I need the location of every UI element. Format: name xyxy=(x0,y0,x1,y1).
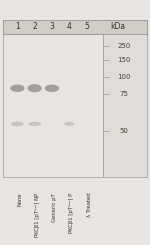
FancyBboxPatch shape xyxy=(3,20,147,34)
Ellipse shape xyxy=(11,122,24,126)
Text: PKCβ1 [pT⁶⁴²] NP: PKCβ1 [pT⁶⁴²] NP xyxy=(35,193,40,237)
Text: 50: 50 xyxy=(120,128,128,134)
Text: 150: 150 xyxy=(117,57,131,63)
Text: 2: 2 xyxy=(32,22,37,31)
Text: 1: 1 xyxy=(15,22,20,31)
Ellipse shape xyxy=(10,85,25,92)
Ellipse shape xyxy=(27,84,42,92)
Text: kDa: kDa xyxy=(111,22,126,31)
Ellipse shape xyxy=(45,85,59,92)
Text: λ Treated: λ Treated xyxy=(87,193,92,218)
Text: 4: 4 xyxy=(67,22,72,31)
Text: 250: 250 xyxy=(117,43,131,49)
Ellipse shape xyxy=(64,122,74,126)
Text: None: None xyxy=(17,193,22,207)
Text: 5: 5 xyxy=(84,22,89,31)
Text: 3: 3 xyxy=(50,22,54,31)
Text: 100: 100 xyxy=(117,74,131,80)
Text: 75: 75 xyxy=(120,91,128,97)
Text: Generic pT: Generic pT xyxy=(52,193,57,221)
Text: PKCβ1 [pT⁶⁴²] P: PKCβ1 [pT⁶⁴²] P xyxy=(69,193,74,233)
Ellipse shape xyxy=(28,122,41,126)
FancyBboxPatch shape xyxy=(103,34,147,176)
